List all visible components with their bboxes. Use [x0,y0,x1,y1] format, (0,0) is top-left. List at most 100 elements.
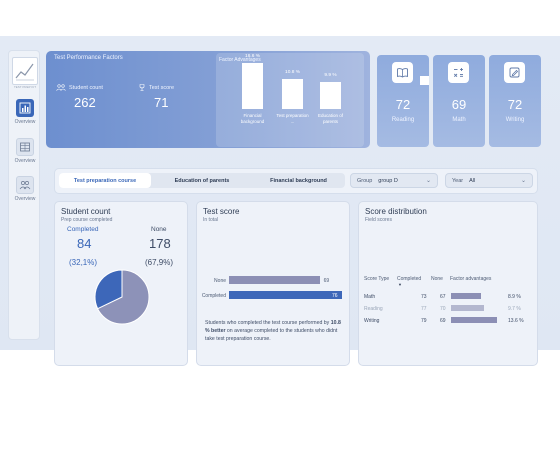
logo [12,57,38,85]
reading-score-card[interactable]: 72 Reading [377,55,429,147]
none-label: None [151,226,167,233]
factor-advantage-cell: 13.6 % [508,318,524,324]
chevron-down-icon: ⌄ [520,178,526,184]
writing-score-card[interactable]: 72 Writing [489,55,541,147]
student-count-label: Student count [69,84,103,91]
column-header-none[interactable]: None [431,276,443,282]
calculator-icon [448,62,469,83]
note-text: on average completed to the students who… [205,328,338,342]
focus-marker [420,76,429,85]
test-score-label: Test score [149,84,175,91]
test-score-value-none: 69 [323,278,330,284]
student-count-card: Student count Prep course completed Comp… [54,201,188,366]
test-score-bar-completed [229,291,342,299]
sidebar-item-overview[interactable]: Overview [9,99,41,125]
reading-score-label: Reading [391,117,415,123]
dashboard-window: TEST PREP KIT Overview Overview Overview… [0,36,560,366]
none-cell: 70 [440,306,446,312]
test-score-value: 71 [154,95,169,110]
factor-advantage-cell: 8.9 % [508,294,521,300]
test-score-row-label-completed: Completed [201,293,226,299]
test-score-note: Students who completed the test course p… [205,319,345,343]
factor-advantage-bar [451,317,497,323]
column-header-factor-advantages[interactable]: Factor advantages [450,276,492,282]
book-icon [392,62,413,83]
pencil-icon [504,62,525,83]
sidebar-item-overview-table[interactable]: Overview [9,138,41,164]
logo-caption: TEST PREP KIT [13,85,37,89]
group-dropdown[interactable]: Group group D ⌄ [350,173,438,188]
factor-advantage-cell: 9.7 % [508,306,521,312]
factor-advantage-bar [451,305,484,311]
student-count-value: 262 [74,95,96,110]
test-score-bar-none [229,276,320,284]
factor-advantages-panel: Factor Advantages 16.6 % Financial backgr… [216,53,364,147]
score-distribution-card: Score distribution Field scores [358,201,538,366]
completed-cell: 73 [421,294,427,300]
factor-bar-category: Test preparation ... [276,113,309,124]
factor-bar-category: Financial background [240,113,265,124]
card-subtitle: In total [203,217,219,223]
tab-financial-background[interactable]: Financial background [270,177,327,184]
sidebar-item-label: Overview [14,196,36,202]
card-title: Score distribution [365,207,427,216]
prep-course-pie-chart [94,269,150,325]
writing-score-label: Writing [505,117,525,123]
bar-chart-icon [16,99,34,117]
factor-bar-value: 10.8 % [285,70,300,76]
tab-education-of-parents[interactable]: Education of parents [174,177,230,184]
note-text: Students who completed the test course p… [205,320,331,326]
year-dropdown-value: All [469,177,476,184]
factor-bar-category: Education of parents [317,113,344,124]
writing-score-value: 72 [507,97,523,112]
table-icon [16,138,34,156]
factor-bar [282,79,303,109]
banner-title: Test Performance Factors [54,55,123,61]
completed-count: 84 [77,236,92,251]
completed-label: Completed [67,226,99,233]
column-header-completed[interactable]: Completed [397,276,422,282]
sidebar: TEST PREP KIT Overview Overview Overview [8,50,40,340]
completed-percent: (32,1%) [69,258,98,267]
factor-bar-value: 16.6 % [245,54,260,59]
reading-score-value: 72 [395,97,411,112]
test-score-row-label-none: None [214,278,226,284]
sort-desc-icon: ▼ [398,282,402,287]
score-type-cell: Writing [364,318,380,324]
pie-slice-completed [94,269,123,310]
note-highlight: 10.8 % better [205,320,341,334]
completed-cell: 77 [421,306,427,312]
math-score-label: Math [452,117,466,123]
student-count-kpi-label: Student count [56,84,103,91]
test-score-value-completed: 76 [332,293,338,299]
factor-panel-title: Factor Advantages [219,57,261,63]
score-type-cell: Reading [364,306,383,312]
none-count: 178 [149,236,171,251]
none-cell: 67 [440,294,446,300]
card-title: Student count [61,207,111,216]
year-dropdown-label: Year [452,177,464,184]
factor-bar [320,81,341,109]
test-score-kpi-label: Test score [138,84,174,91]
math-score-card[interactable]: 69 Math [433,55,485,147]
math-score-value: 69 [451,97,467,112]
year-dropdown[interactable]: Year All ⌄ [445,173,533,188]
line-chart-logo-icon [15,63,34,81]
score-type-cell: Math [364,294,376,300]
none-cell: 69 [440,318,446,324]
sidebar-item-label: Overview [14,158,36,164]
chevron-down-icon: ⌄ [425,178,431,184]
tab-test-preparation-course[interactable]: Test preparation course [59,173,151,188]
card-title: Test score [203,207,240,216]
factor-bar-value: 9.9 % [324,72,337,78]
sidebar-item-label: Overview [14,119,36,125]
card-subtitle: Field scores [365,217,392,223]
people-icon [16,176,34,194]
sidebar-item-overview-people[interactable]: Overview [9,176,41,202]
group-dropdown-label: Group [357,177,373,184]
factor-bar [242,63,263,109]
people-icon [56,84,66,91]
factor-advantage-bar [451,293,482,299]
column-header-score-type[interactable]: Score Type [364,276,390,282]
performance-banner: Test Performance Factors Student count 2… [46,51,370,148]
